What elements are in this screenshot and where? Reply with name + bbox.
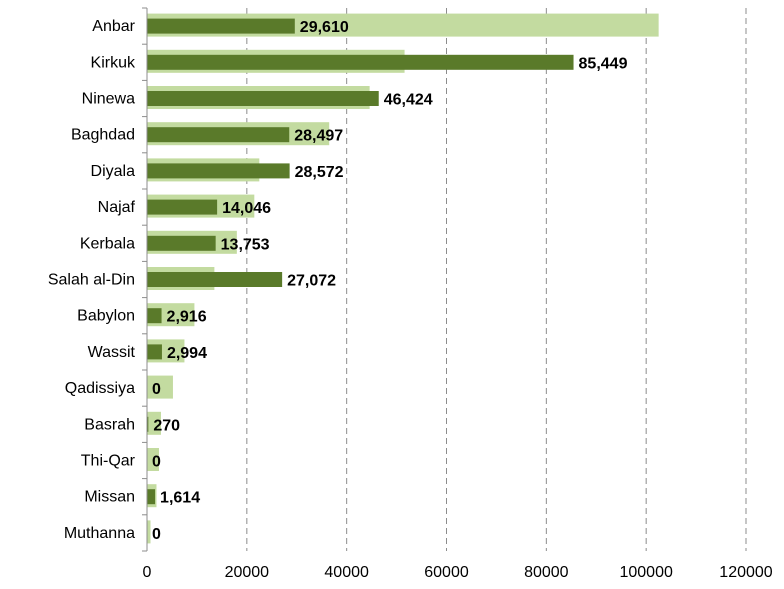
x-tick-label: 0 — [143, 564, 152, 581]
tick-labels: 0 20000 40000 60000 80000 100000 120000 — [143, 564, 773, 581]
data-label: 46,424 — [384, 92, 433, 109]
foreground-bar — [147, 55, 574, 70]
category-label: Kirkuk — [91, 54, 136, 71]
data-label: 14,046 — [222, 200, 271, 217]
foreground-bar — [147, 200, 217, 215]
axes — [142, 8, 147, 551]
category-label: Missan — [84, 489, 135, 506]
category-label: Ninewa — [82, 91, 135, 108]
category-label: Kerbala — [80, 235, 135, 252]
category-label: Salah al-Din — [48, 272, 135, 289]
foreground-bar — [147, 163, 290, 178]
foreground-bar — [147, 308, 162, 323]
category-label: Baghdad — [71, 127, 135, 144]
data-label: 13,753 — [221, 236, 270, 253]
data-label: 1,614 — [160, 490, 200, 507]
data-label: 27,072 — [287, 273, 336, 290]
foreground-bar — [147, 91, 379, 106]
data-label: 29,610 — [300, 19, 349, 36]
category-label: Muthanna — [64, 525, 135, 542]
category-label: Basrah — [84, 416, 135, 433]
x-tick-label: 120000 — [719, 564, 772, 581]
category-labels: Anbar Kirkuk Ninewa Baghdad Diyala Najaf Kerba… — [48, 18, 136, 542]
category-label: Wassit — [88, 344, 136, 361]
x-tick-label: 20000 — [225, 564, 270, 581]
category-label: Najaf — [98, 199, 136, 216]
foreground-bars — [147, 19, 574, 505]
data-label: 2,994 — [167, 345, 207, 362]
data-label: 85,449 — [579, 55, 628, 72]
data-label: 28,572 — [295, 164, 344, 181]
background-bar — [147, 520, 150, 543]
category-label: Thi-Qar — [81, 453, 136, 470]
data-label: 0 — [152, 526, 161, 543]
category-label: Anbar — [92, 18, 135, 35]
foreground-bar — [147, 127, 289, 142]
foreground-bar — [147, 272, 282, 287]
foreground-bar — [147, 19, 295, 34]
category-label: Babylon — [77, 308, 135, 325]
foreground-bar — [147, 236, 216, 251]
category-label: Qadissiya — [65, 380, 135, 397]
data-label: 0 — [152, 381, 161, 398]
x-tick-label: 60000 — [424, 564, 469, 581]
foreground-bar — [147, 489, 155, 504]
category-label: Diyala — [91, 163, 136, 180]
data-label: 2,916 — [167, 309, 207, 326]
foreground-bar — [147, 344, 162, 359]
x-tick-label: 80000 — [524, 564, 569, 581]
x-tick-label: 100000 — [619, 564, 672, 581]
data-label: 270 — [153, 417, 180, 434]
data-label: 28,497 — [294, 128, 343, 145]
data-label: 0 — [152, 454, 161, 471]
x-tick-label: 40000 — [324, 564, 369, 581]
